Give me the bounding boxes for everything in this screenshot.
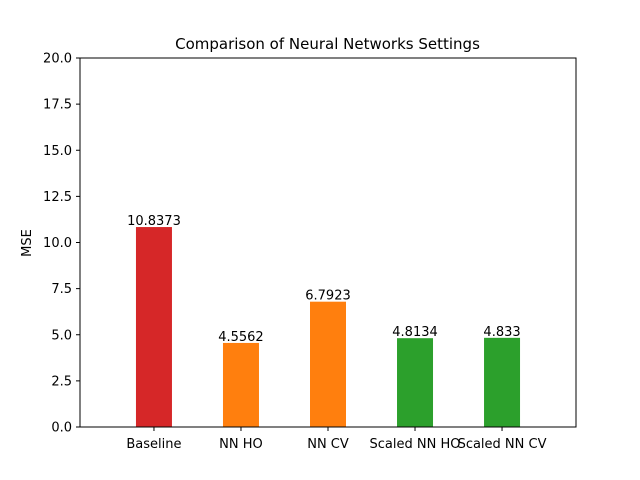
bar [397,338,434,427]
y-tick-label: 20.0 [43,52,72,67]
bar [222,342,259,427]
bars: 10.8373 4.5562 6.7923 4.8134 4.833 [127,214,521,427]
y-tick-label: 12.5 [43,190,72,205]
x-tick-label: NN HO [219,437,263,452]
y-axis-ticks: 0.0 2.5 5.0 7.5 10.0 12.5 15.0 17.5 20.0 [43,52,80,436]
y-tick-label: 5.0 [51,328,72,343]
bar [135,227,172,427]
bar [484,337,521,427]
y-tick-label: 0.0 [51,421,72,436]
chart-title: Comparison of Neural Networks Settings [175,35,480,53]
y-tick-label: 2.5 [51,374,72,389]
x-tick-label: Scaled NN CV [458,437,547,452]
x-tick-label: NN CV [307,437,349,452]
bar [310,301,346,427]
bar-value-label: 4.5562 [218,330,264,345]
y-tick-label: 7.5 [51,282,72,297]
plot-frame [79,57,577,428]
y-axis-label: MSE [20,229,35,257]
y-tick-label: 17.5 [43,98,72,113]
y-tick-label: 10.0 [43,236,72,251]
bar-value-label: 10.8373 [127,214,181,229]
bar-value-label: 4.8134 [392,325,438,340]
x-tick-label: Scaled NN HO [370,437,461,452]
bar-value-label: 4.833 [483,325,520,340]
bar-value-label: 6.7923 [305,289,351,304]
y-tick-label: 15.0 [43,144,72,159]
x-tick-label: Baseline [126,437,181,452]
